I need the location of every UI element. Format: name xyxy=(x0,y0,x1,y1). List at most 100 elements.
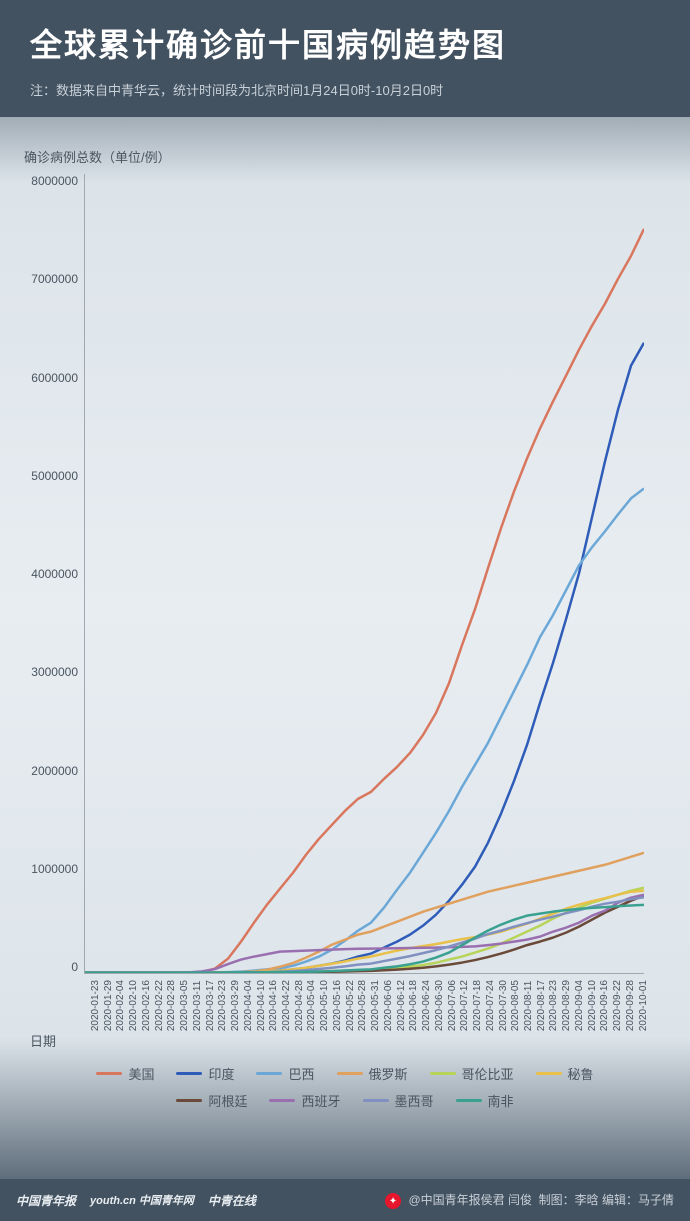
legend-swatch xyxy=(256,1072,282,1075)
x-tick-label: 2020-02-22 xyxy=(154,980,167,1031)
x-tick-label: 2020-04-16 xyxy=(268,980,281,1031)
x-tick-label: 2020-07-06 xyxy=(447,980,460,1031)
footer-credits: ✦ @中国青年报侯君 闫俊 制图：李晗 编辑：马子倩 xyxy=(385,1191,674,1210)
footer-logo: 中国青年报 xyxy=(16,1192,76,1209)
plot xyxy=(84,174,644,974)
y-axis-title: 确诊病例总数（单位/例） xyxy=(24,147,670,166)
x-tick-label: 2020-04-22 xyxy=(281,980,294,1031)
legend-item: 墨西哥 xyxy=(363,1091,434,1110)
x-tick-label: 2020-09-10 xyxy=(587,980,600,1031)
x-tick-label: 2020-03-17 xyxy=(205,980,218,1031)
y-tick-label: 0 xyxy=(71,960,78,974)
y-tick-label: 6000000 xyxy=(31,371,78,385)
legend-label: 秘鲁 xyxy=(568,1064,594,1083)
chart-title: 全球累计确诊前十国病例趋势图 xyxy=(30,20,660,66)
x-tick-label: 2020-09-22 xyxy=(612,980,625,1031)
legend-item: 哥伦比亚 xyxy=(430,1064,514,1083)
legend-label: 西班牙 xyxy=(301,1091,340,1110)
x-tick-label: 2020-02-28 xyxy=(166,980,179,1031)
legend-swatch xyxy=(96,1072,122,1075)
x-tick-label: 2020-08-23 xyxy=(548,980,561,1031)
chart-area: 确诊病例总数（单位/例） 8000000 7000000 6000000 500000… xyxy=(0,117,690,1120)
x-tick-label: 2020-04-28 xyxy=(294,980,307,1031)
y-tick-label: 8000000 xyxy=(31,174,78,188)
series-line xyxy=(85,891,644,973)
y-tick-label: 5000000 xyxy=(31,469,78,483)
legend-swatch xyxy=(456,1099,482,1102)
footer-logo: youth.cn 中国青年网 xyxy=(90,1192,194,1208)
x-tick-label: 2020-06-30 xyxy=(434,980,447,1031)
x-tick-label: 2020-06-12 xyxy=(396,980,409,1031)
legend-label: 阿根廷 xyxy=(208,1091,247,1110)
legend-swatch xyxy=(363,1099,389,1102)
x-tick-label: 2020-05-28 xyxy=(357,980,370,1031)
legend-item: 美国 xyxy=(96,1064,154,1083)
x-tick-label: 2020-03-29 xyxy=(230,980,243,1031)
x-tick-label: 2020-01-29 xyxy=(103,980,116,1031)
x-tick-label: 2020-02-04 xyxy=(115,980,128,1031)
x-tick-label: 2020-08-11 xyxy=(523,980,536,1031)
legend-label: 哥伦比亚 xyxy=(462,1064,514,1083)
x-tick-label: 2020-07-30 xyxy=(498,980,511,1031)
legend-swatch xyxy=(269,1099,295,1102)
x-tick-label: 2020-05-31 xyxy=(370,980,383,1031)
x-tick-label: 2020-04-10 xyxy=(256,980,269,1031)
legend-item: 印度 xyxy=(176,1064,234,1083)
y-tick-label: 1000000 xyxy=(31,862,78,876)
y-tick-label: 2000000 xyxy=(31,764,78,778)
legend-swatch xyxy=(430,1072,456,1075)
x-tick-label: 2020-08-29 xyxy=(561,980,574,1031)
x-tick-label: 2020-04-04 xyxy=(243,980,256,1031)
footer-band: 中国青年报 youth.cn 中国青年网 中青在线 ✦ @中国青年报侯君 闫俊 … xyxy=(0,1179,690,1221)
series-line xyxy=(85,488,644,972)
x-tick-label: 2020-06-18 xyxy=(408,980,421,1031)
x-axis-title: 日期 xyxy=(30,1031,670,1050)
legend-swatch xyxy=(536,1072,562,1075)
x-tick-label: 2020-10-01 xyxy=(638,980,651,1031)
y-tick-label: 3000000 xyxy=(31,665,78,679)
x-tick-label: 2020-05-04 xyxy=(306,980,319,1031)
x-tick-label: 2020-03-23 xyxy=(217,980,230,1031)
lines-svg xyxy=(85,174,644,973)
x-tick-label: 2020-08-17 xyxy=(536,980,549,1031)
legend-swatch xyxy=(176,1099,202,1102)
x-tick-label: 2020-01-23 xyxy=(90,980,103,1031)
x-tick-label: 2020-09-28 xyxy=(625,980,638,1031)
x-tick-label: 2020-05-10 xyxy=(319,980,332,1031)
legend-item: 西班牙 xyxy=(269,1091,340,1110)
series-line xyxy=(85,343,644,973)
legend-item: 阿根廷 xyxy=(176,1091,247,1110)
x-tick-label: 2020-02-10 xyxy=(128,980,141,1031)
legend: 美国印度巴西俄罗斯哥伦比亚秘鲁阿根廷西班牙墨西哥南非 xyxy=(65,1064,625,1110)
y-tick-label: 7000000 xyxy=(31,272,78,286)
x-tick-label: 2020-05-22 xyxy=(345,980,358,1031)
x-tick-label: 2020-07-24 xyxy=(485,980,498,1031)
legend-swatch xyxy=(176,1072,202,1075)
x-tick-label: 2020-07-12 xyxy=(459,980,472,1031)
x-tick-label: 2020-02-16 xyxy=(141,980,154,1031)
x-axis-labels: 2020-01-232020-01-292020-02-042020-02-10… xyxy=(90,980,650,1031)
x-tick-label: 2020-06-24 xyxy=(421,980,434,1031)
x-tick-label: 2020-08-05 xyxy=(510,980,523,1031)
legend-label: 印度 xyxy=(208,1064,234,1083)
legend-swatch xyxy=(337,1072,363,1075)
weibo-icon: ✦ xyxy=(385,1193,401,1209)
x-tick-label: 2020-03-11 xyxy=(192,980,205,1031)
x-tick-label: 2020-06-06 xyxy=(383,980,396,1031)
x-tick-label: 2020-09-16 xyxy=(599,980,612,1031)
legend-label: 墨西哥 xyxy=(395,1091,434,1110)
y-tick-label: 4000000 xyxy=(31,567,78,581)
plot-wrap: 8000000 7000000 6000000 5000000 4000000 30000… xyxy=(20,174,670,974)
legend-label: 南非 xyxy=(488,1091,514,1110)
legend-item: 巴西 xyxy=(256,1064,314,1083)
legend-item: 南非 xyxy=(456,1091,514,1110)
x-tick-label: 2020-05-16 xyxy=(332,980,345,1031)
header-band: 全球累计确诊前十国病例趋势图 注：数据来自中青华云，统计时间段为北京时间1月24… xyxy=(0,0,690,117)
x-tick-label: 2020-07-18 xyxy=(472,980,485,1031)
footer-logo: 中青在线 xyxy=(208,1192,256,1209)
y-axis-labels: 8000000 7000000 6000000 5000000 4000000 30000… xyxy=(20,174,84,974)
chart-subtitle: 注：数据来自中青华云，统计时间段为北京时间1月24日0时-10月2日0时 xyxy=(30,80,660,99)
legend-label: 美国 xyxy=(128,1064,154,1083)
x-tick-label: 2020-03-05 xyxy=(179,980,192,1031)
legend-label: 巴西 xyxy=(288,1064,314,1083)
